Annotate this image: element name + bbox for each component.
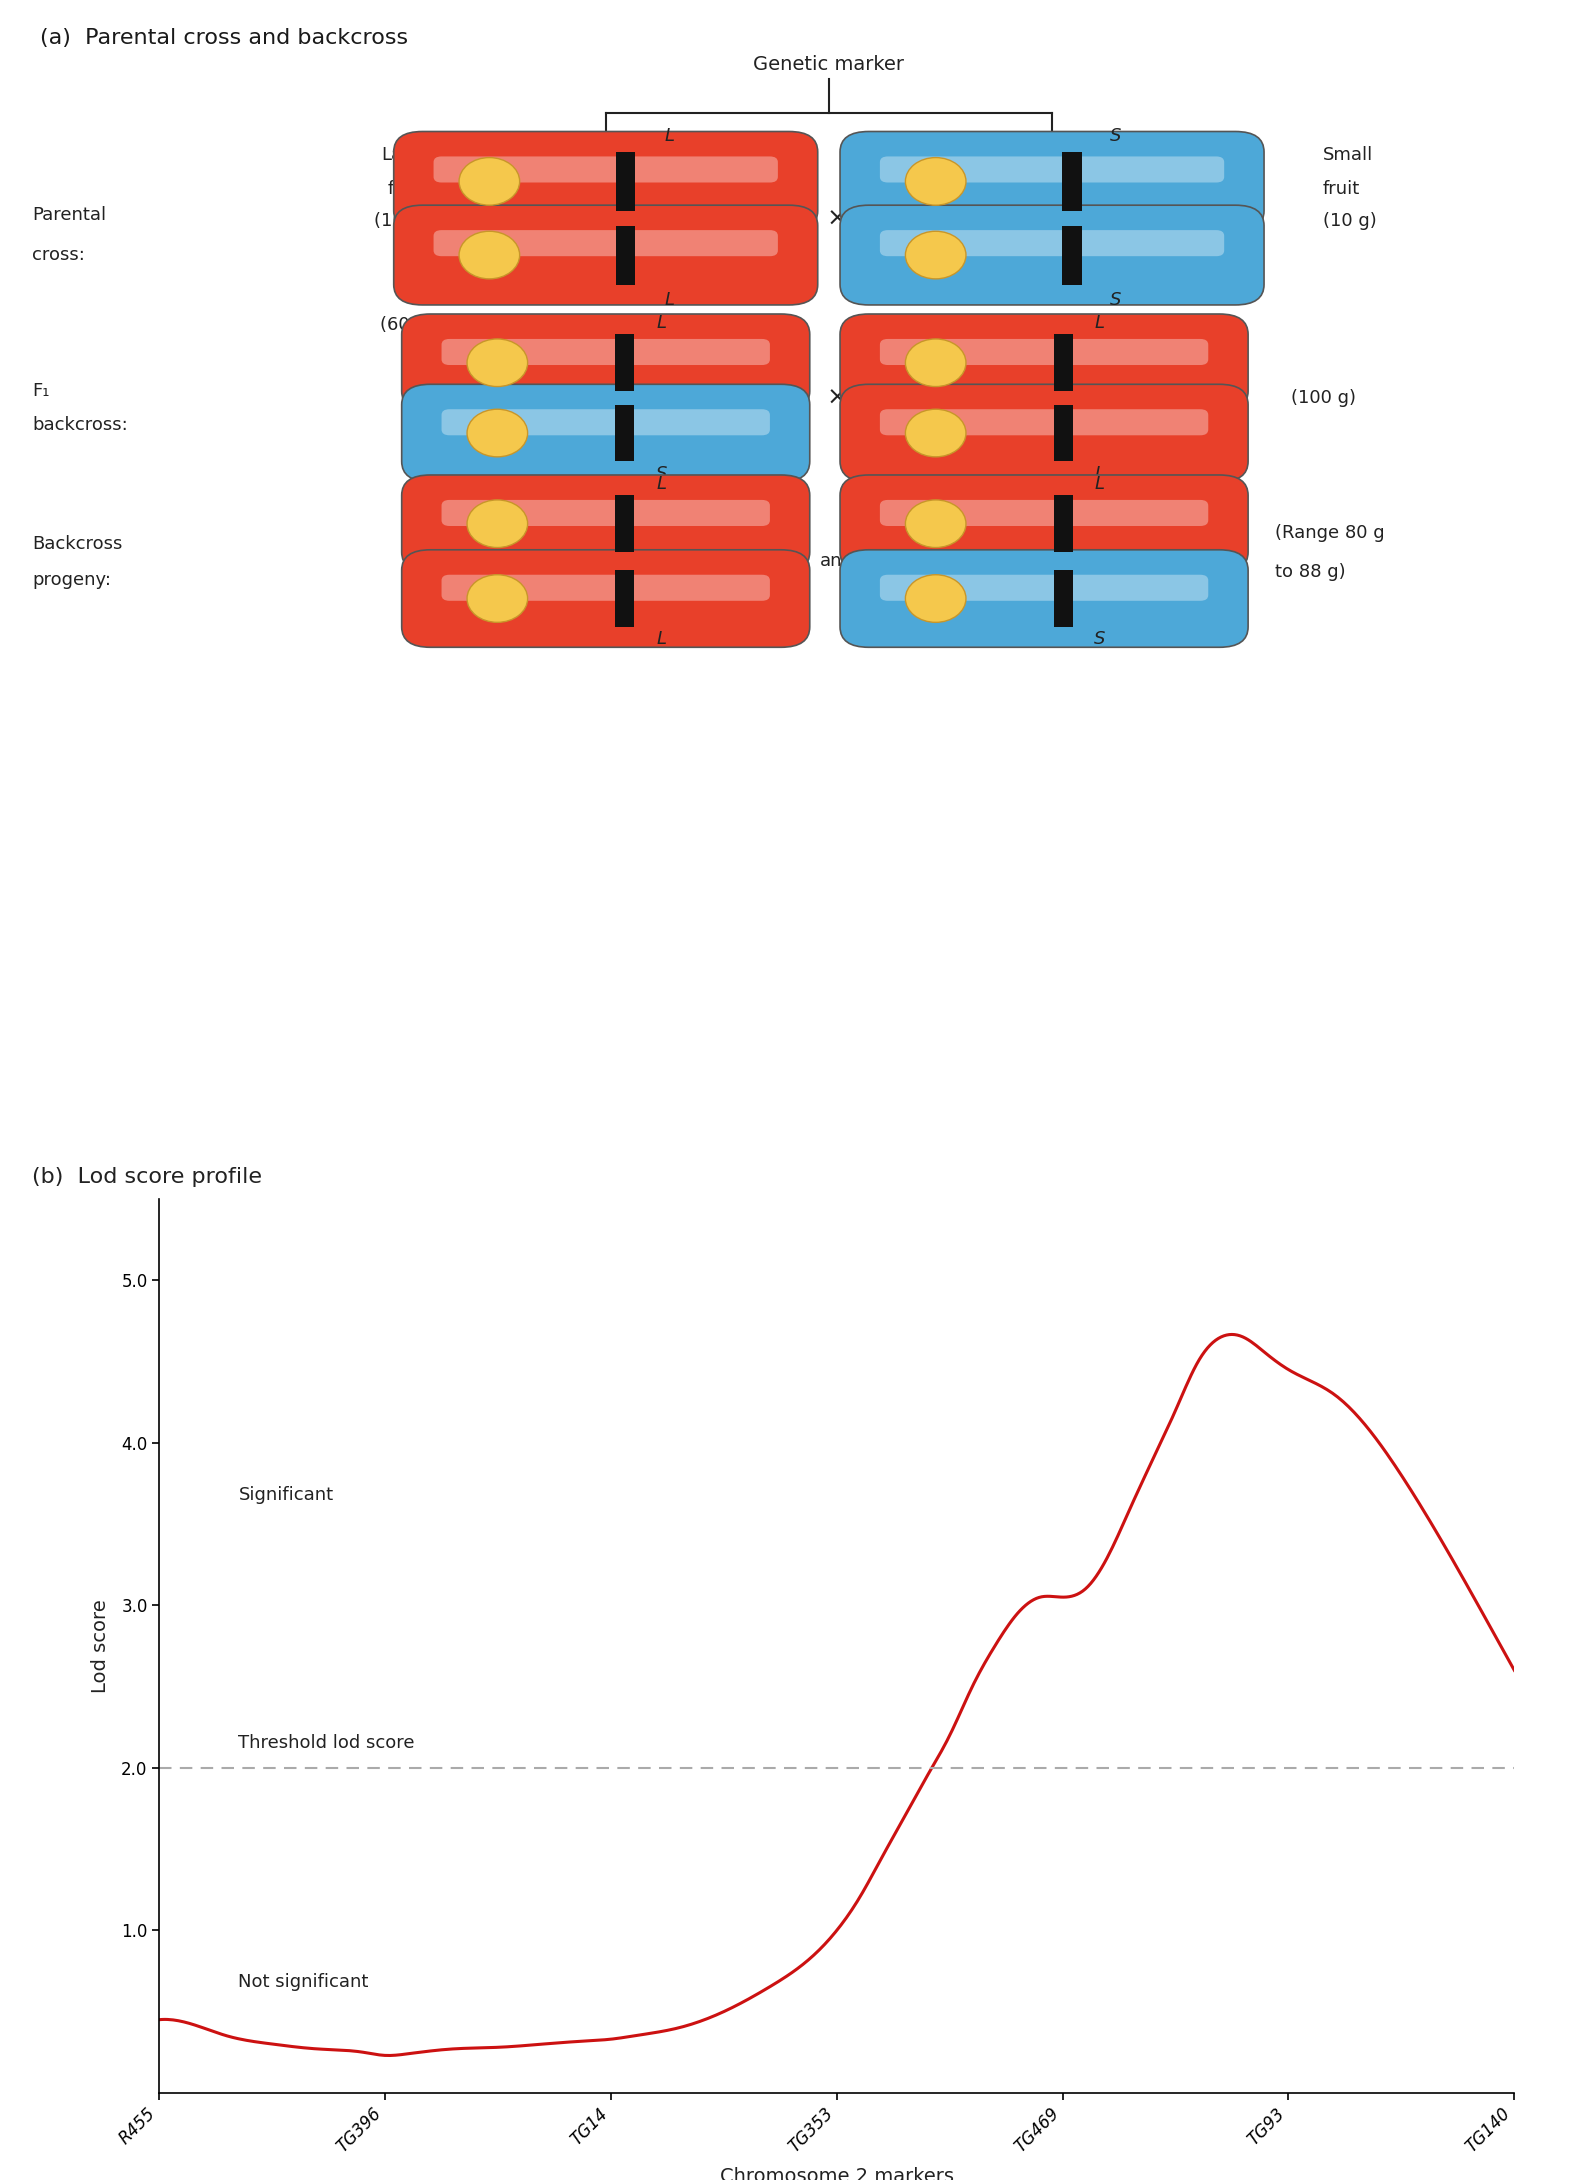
FancyBboxPatch shape xyxy=(394,131,818,231)
FancyBboxPatch shape xyxy=(880,231,1224,257)
FancyBboxPatch shape xyxy=(434,231,778,257)
Bar xyxy=(615,153,634,211)
Text: S: S xyxy=(1046,161,1058,181)
Text: F₁: F₁ xyxy=(32,382,49,401)
FancyBboxPatch shape xyxy=(434,157,778,183)
FancyBboxPatch shape xyxy=(442,338,770,364)
X-axis label: Chromosome 2 markers: Chromosome 2 markers xyxy=(720,2167,953,2180)
Bar xyxy=(1054,334,1073,390)
Bar xyxy=(1054,495,1073,552)
Bar xyxy=(615,225,634,286)
Ellipse shape xyxy=(467,338,528,386)
Text: progeny:: progeny: xyxy=(32,571,112,589)
FancyBboxPatch shape xyxy=(840,549,1248,647)
Bar xyxy=(615,571,634,628)
Bar xyxy=(1062,153,1081,211)
Ellipse shape xyxy=(905,410,966,458)
Text: L: L xyxy=(657,475,666,493)
FancyBboxPatch shape xyxy=(840,475,1248,573)
Text: (a)  Parental cross and backcross: (a) Parental cross and backcross xyxy=(40,28,408,48)
Bar xyxy=(1054,405,1073,462)
Text: ×: × xyxy=(826,386,848,410)
Text: L: L xyxy=(1095,314,1105,331)
FancyBboxPatch shape xyxy=(840,384,1248,482)
FancyBboxPatch shape xyxy=(394,205,818,305)
FancyBboxPatch shape xyxy=(880,410,1208,436)
Text: and: and xyxy=(819,552,854,571)
Ellipse shape xyxy=(905,338,966,386)
Text: Not significant: Not significant xyxy=(239,1973,368,1990)
Text: Parental: Parental xyxy=(32,207,107,225)
FancyBboxPatch shape xyxy=(402,475,810,573)
Text: (60 g): (60 g) xyxy=(379,316,434,334)
Text: S: S xyxy=(1093,630,1106,647)
Text: L: L xyxy=(657,314,666,331)
FancyBboxPatch shape xyxy=(442,576,770,602)
Text: S: S xyxy=(1109,292,1122,310)
Text: L: L xyxy=(601,161,611,181)
Text: ×: × xyxy=(826,207,848,231)
FancyBboxPatch shape xyxy=(880,576,1208,602)
Text: (b)  Lod score profile: (b) Lod score profile xyxy=(32,1166,261,1188)
Text: Backcross: Backcross xyxy=(32,534,123,554)
Bar xyxy=(615,334,634,390)
FancyBboxPatch shape xyxy=(402,549,810,647)
Ellipse shape xyxy=(467,499,528,547)
Text: L: L xyxy=(1095,464,1105,482)
Text: L: L xyxy=(657,630,666,647)
Bar xyxy=(1054,571,1073,628)
Ellipse shape xyxy=(467,576,528,621)
Ellipse shape xyxy=(905,157,966,205)
Bar xyxy=(615,405,634,462)
Ellipse shape xyxy=(459,231,520,279)
Text: Genetic marker: Genetic marker xyxy=(754,54,904,74)
Text: L: L xyxy=(665,292,674,310)
Text: (100 g): (100 g) xyxy=(1291,388,1356,408)
Text: Significant: Significant xyxy=(239,1485,333,1504)
FancyBboxPatch shape xyxy=(880,499,1208,525)
Text: L: L xyxy=(1095,475,1105,493)
Bar xyxy=(615,495,634,552)
FancyBboxPatch shape xyxy=(840,314,1248,412)
FancyBboxPatch shape xyxy=(402,384,810,482)
FancyBboxPatch shape xyxy=(880,338,1208,364)
FancyBboxPatch shape xyxy=(880,157,1224,183)
Text: (10 g): (10 g) xyxy=(1323,211,1377,231)
Ellipse shape xyxy=(467,410,528,458)
Text: fruit: fruit xyxy=(1323,181,1360,198)
Ellipse shape xyxy=(905,499,966,547)
Text: (Range 80 g: (Range 80 g xyxy=(1275,523,1385,543)
Ellipse shape xyxy=(459,157,520,205)
FancyBboxPatch shape xyxy=(442,410,770,436)
Text: S: S xyxy=(1109,126,1122,146)
Text: to 88 g): to 88 g) xyxy=(1275,562,1345,582)
Text: Small: Small xyxy=(1323,146,1374,164)
Y-axis label: Lod score: Lod score xyxy=(91,1598,110,1694)
FancyBboxPatch shape xyxy=(840,131,1264,231)
Text: Large: Large xyxy=(381,146,432,164)
Text: S: S xyxy=(655,464,668,482)
Text: cross:: cross: xyxy=(32,246,84,264)
Ellipse shape xyxy=(905,231,966,279)
Text: fruit: fruit xyxy=(387,181,426,198)
FancyBboxPatch shape xyxy=(442,499,770,525)
Text: Threshold lod score: Threshold lod score xyxy=(239,1735,414,1753)
FancyBboxPatch shape xyxy=(840,205,1264,305)
Text: (100 g): (100 g) xyxy=(375,211,438,231)
Ellipse shape xyxy=(905,576,966,621)
Text: L: L xyxy=(665,126,674,146)
Text: backcross:: backcross: xyxy=(32,416,128,434)
FancyBboxPatch shape xyxy=(402,314,810,412)
Bar xyxy=(1062,225,1081,286)
